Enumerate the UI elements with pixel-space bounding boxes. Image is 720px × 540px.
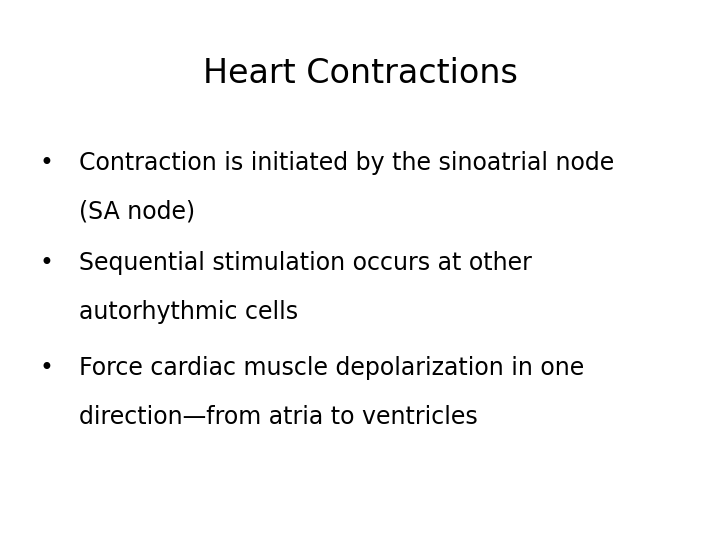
Text: (SA node): (SA node) — [79, 200, 195, 224]
Text: Heart Contractions: Heart Contractions — [202, 57, 518, 90]
Text: •: • — [40, 251, 54, 275]
Text: direction—from atria to ventricles: direction—from atria to ventricles — [79, 405, 478, 429]
Text: autorhythmic cells: autorhythmic cells — [79, 300, 298, 323]
Text: Force cardiac muscle depolarization in one: Force cardiac muscle depolarization in o… — [79, 356, 585, 380]
Text: Sequential stimulation occurs at other: Sequential stimulation occurs at other — [79, 251, 532, 275]
Text: •: • — [40, 151, 54, 175]
Text: Contraction is initiated by the sinoatrial node: Contraction is initiated by the sinoatri… — [79, 151, 614, 175]
Text: •: • — [40, 356, 54, 380]
